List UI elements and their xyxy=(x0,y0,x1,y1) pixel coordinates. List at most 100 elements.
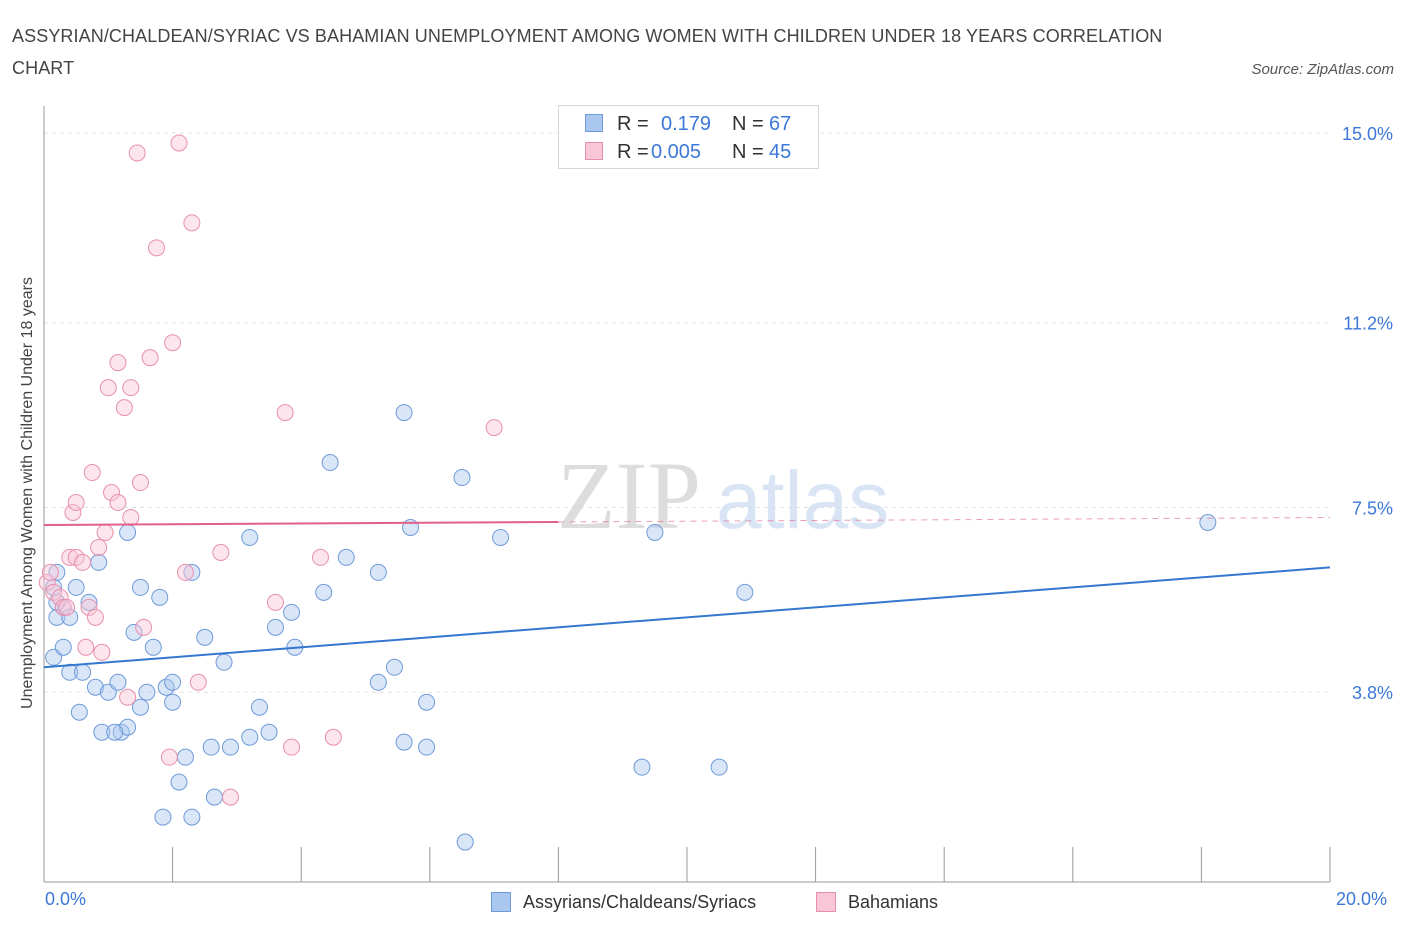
axes xyxy=(43,106,1331,883)
stats-swatch-blue xyxy=(585,114,603,132)
data-point xyxy=(67,493,85,511)
data-point xyxy=(315,583,333,601)
data-point xyxy=(90,538,108,556)
stats-swatch-pink xyxy=(585,142,603,160)
data-point xyxy=(183,563,201,581)
data-point xyxy=(103,484,121,502)
data-point xyxy=(202,738,220,756)
data-point xyxy=(70,703,88,721)
data-point xyxy=(67,578,85,596)
series-assyrians-points xyxy=(45,404,1217,851)
data-point xyxy=(189,673,207,691)
x-tick-min: 0.0% xyxy=(45,889,87,909)
data-point xyxy=(276,404,294,422)
data-point xyxy=(736,583,754,601)
data-point xyxy=(77,638,95,656)
stats-n-value: 67 xyxy=(769,113,792,135)
data-point xyxy=(221,788,239,806)
data-point xyxy=(58,598,76,616)
stats-n-label: N = xyxy=(732,141,764,163)
data-point xyxy=(395,404,413,422)
y-tick-labels: 3.8% 7.5% 11.2% 15.0% xyxy=(1342,124,1393,703)
data-point xyxy=(106,723,124,741)
data-point xyxy=(646,523,664,541)
data-point xyxy=(119,523,137,541)
data-point xyxy=(131,578,149,596)
watermark-zip: ZIP xyxy=(557,442,701,549)
data-point xyxy=(266,593,284,611)
data-point xyxy=(99,379,117,397)
stats-r-label: R = xyxy=(617,113,649,135)
data-point xyxy=(205,788,223,806)
data-point xyxy=(321,454,339,472)
data-point xyxy=(221,738,239,756)
y-tick-label: 3.8% xyxy=(1352,683,1393,703)
data-point xyxy=(324,728,342,746)
data-point xyxy=(128,144,146,162)
data-point xyxy=(119,718,137,736)
x-tick-max: 20.0% xyxy=(1336,889,1388,909)
data-point xyxy=(164,693,182,711)
data-point xyxy=(144,638,162,656)
data-point xyxy=(151,588,169,606)
data-point xyxy=(135,618,153,636)
data-point xyxy=(64,503,82,521)
data-point xyxy=(418,738,436,756)
data-point xyxy=(492,528,510,546)
data-point xyxy=(395,733,413,751)
data-point xyxy=(61,608,79,626)
data-point xyxy=(311,548,329,566)
data-point xyxy=(51,588,69,606)
data-point xyxy=(260,723,278,741)
data-point xyxy=(80,593,98,611)
data-point xyxy=(54,638,72,656)
data-point xyxy=(80,598,98,616)
data-point xyxy=(170,134,188,152)
trend-lines xyxy=(43,516,1331,669)
data-point xyxy=(61,548,79,566)
data-point xyxy=(109,493,127,511)
data-point xyxy=(160,748,178,766)
stats-r-label: R = xyxy=(617,141,649,163)
source-label: Source: ZipAtlas.com xyxy=(1251,61,1394,78)
data-point xyxy=(385,658,403,676)
stats-r-value: 0.179 xyxy=(661,113,712,135)
data-point xyxy=(148,239,166,257)
data-point xyxy=(183,214,201,232)
data-point xyxy=(283,603,301,621)
data-point xyxy=(176,563,194,581)
stats-r-value: 0.005 xyxy=(651,141,702,163)
chart-title: ASSYRIAN/CHALDEAN/SYRIAC VS BAHAMIAN UNE… xyxy=(12,26,1163,78)
data-point xyxy=(119,688,137,706)
data-point xyxy=(93,643,111,661)
legend-label: Bahamians xyxy=(848,892,939,912)
data-point xyxy=(485,419,503,437)
data-point xyxy=(266,618,284,636)
data-point xyxy=(125,623,143,641)
data-point xyxy=(369,563,387,581)
data-point xyxy=(61,663,79,681)
data-point xyxy=(154,808,172,826)
y-axis-label: Unemployment Among Women with Children U… xyxy=(19,277,36,709)
data-point xyxy=(109,673,127,691)
data-point xyxy=(283,738,301,756)
stats-n-value: 45 xyxy=(769,141,792,163)
watermark-atlas: atlas xyxy=(716,455,889,546)
data-point xyxy=(453,469,471,487)
data-point xyxy=(38,573,56,591)
data-point xyxy=(122,379,140,397)
data-point xyxy=(183,808,201,826)
data-point xyxy=(337,548,355,566)
legend-swatch-blue xyxy=(491,892,511,912)
data-point xyxy=(710,758,728,776)
data-point xyxy=(250,698,268,716)
data-point xyxy=(74,663,92,681)
trend-line-solid xyxy=(43,566,1331,669)
data-point xyxy=(212,543,230,561)
data-point xyxy=(138,683,156,701)
data-point xyxy=(170,773,188,791)
grid-lines xyxy=(44,132,1330,693)
data-point xyxy=(90,553,108,571)
stats-n-label: N = xyxy=(732,113,764,135)
